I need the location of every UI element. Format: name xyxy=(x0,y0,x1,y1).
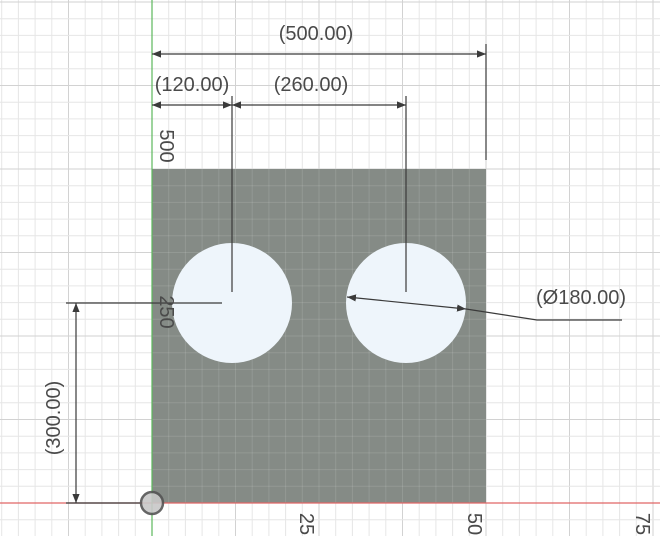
dimension-hole-height-text[interactable]: (300.00) xyxy=(43,381,65,456)
dimension-hole-diameter[interactable]: (Ø180.00) xyxy=(346,287,626,321)
dimension-hole-spacing[interactable]: (260.00) xyxy=(232,74,407,292)
top-edge-value-label: 500 xyxy=(155,129,177,162)
ruler-label-75: 75 xyxy=(631,513,653,535)
dimension-overall-width[interactable]: (500.00) xyxy=(152,23,487,160)
dimension-hole-spacing-text[interactable]: (260.00) xyxy=(274,74,349,96)
dimension-hole-height[interactable]: (300.00) xyxy=(43,302,222,504)
origin-point[interactable] xyxy=(139,490,165,516)
ruler-label-50: 50 xyxy=(463,513,485,535)
dimension-hole-diameter-text[interactable]: (Ø180.00) xyxy=(536,287,626,309)
ruler-label-25: 25 xyxy=(295,513,317,535)
hole-left[interactable] xyxy=(172,243,292,363)
dimension-hole-offset[interactable]: (120.00) xyxy=(152,74,233,292)
dimension-hole-offset-text[interactable]: (120.00) xyxy=(155,74,230,96)
dimension-overall-width-text[interactable]: (500.00) xyxy=(279,23,354,45)
hole-center-value-label: 250 xyxy=(155,295,177,328)
